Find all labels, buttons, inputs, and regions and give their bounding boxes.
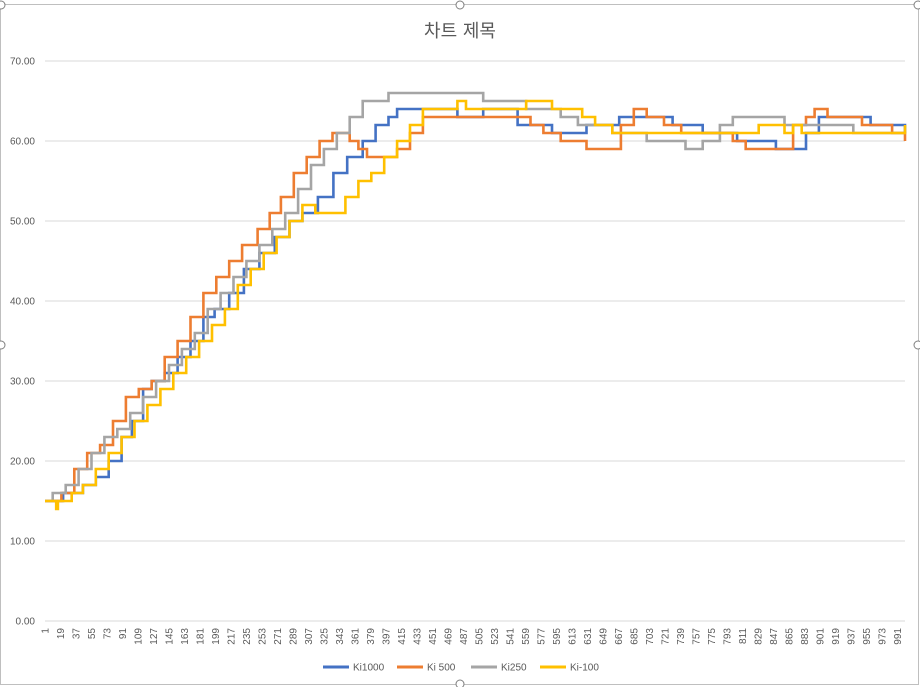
legend-label: Ki-100 <box>570 663 599 674</box>
x-tick-label: 685 <box>629 628 640 645</box>
x-tick-label: 559 <box>521 628 532 645</box>
series-line-ki-500 <box>45 107 907 503</box>
resize-handle[interactable] <box>0 0 6 10</box>
x-tick-label: 1 <box>41 628 52 634</box>
x-tick-label: 955 <box>862 628 873 645</box>
x-tick-label: 829 <box>753 628 764 645</box>
resize-handle[interactable] <box>455 0 465 10</box>
x-tick-label: 739 <box>676 628 687 645</box>
x-tick-label: 397 <box>381 628 392 645</box>
x-tick-label: 451 <box>428 628 439 645</box>
x-tick-label: 577 <box>536 628 547 645</box>
x-tick-label: 775 <box>707 628 718 645</box>
y-tick-label: 10.00 <box>10 537 35 548</box>
y-tick-label: 50.00 <box>10 217 35 228</box>
x-tick-label: 505 <box>474 628 485 645</box>
series-lines <box>45 91 907 511</box>
legend: Ki1000 Ki 500 Ki250 Ki-100 <box>323 663 599 674</box>
x-tick-label: 613 <box>567 628 578 645</box>
y-tick-label: 30.00 <box>10 377 35 388</box>
chart-title: 차트 제목 <box>424 21 496 42</box>
series-line-ki250 <box>45 91 905 503</box>
x-tick-label: 343 <box>335 628 346 645</box>
x-tick-label: 937 <box>846 628 857 645</box>
x-tick-label: 757 <box>691 628 702 645</box>
resize-handle[interactable] <box>455 679 465 687</box>
x-tick-label: 847 <box>769 628 780 645</box>
x-tick-label: 289 <box>288 628 299 645</box>
x-tick-label: 199 <box>211 628 222 645</box>
series-line-ki-100 <box>45 99 907 511</box>
x-tick-label: 793 <box>722 628 733 645</box>
x-tick-label: 721 <box>660 628 671 645</box>
resize-handle[interactable] <box>913 0 920 10</box>
axes: 0.00 10.00 20.00 30.00 40.00 50.00 60.00 70.00 1… <box>10 57 905 645</box>
x-tick-label: 883 <box>800 628 811 645</box>
x-tick-label: 19 <box>56 628 67 640</box>
x-tick-label: 109 <box>133 628 144 645</box>
x-tick-label: 37 <box>71 628 82 640</box>
x-tick-label: 991 <box>893 628 904 645</box>
x-tick-label: 163 <box>180 628 191 645</box>
x-tick-label: 433 <box>412 628 423 645</box>
x-tick-label: 361 <box>350 628 361 645</box>
x-tick-label: 703 <box>645 628 656 645</box>
resize-handle[interactable] <box>0 340 6 350</box>
x-tick-label: 181 <box>195 628 206 645</box>
x-tick-label: 271 <box>273 628 284 645</box>
y-tick-label: 70.00 <box>10 57 35 68</box>
x-tick-label: 127 <box>149 628 160 645</box>
x-tick-label: 973 <box>877 628 888 645</box>
chart-border <box>0 4 919 685</box>
x-tick-label: 379 <box>366 628 377 645</box>
gridlines <box>45 60 905 622</box>
x-tick-label: 919 <box>831 628 842 645</box>
x-tick-label: 865 <box>784 628 795 645</box>
x-tick-label: 811 <box>738 628 749 644</box>
x-tick-label: 523 <box>490 628 501 645</box>
x-tick-label: 55 <box>87 628 98 640</box>
x-tick-label: 91 <box>118 628 129 640</box>
x-tick-label: 325 <box>319 628 330 645</box>
x-tick-label: 541 <box>505 628 516 645</box>
y-tick-label: 40.00 <box>10 297 35 308</box>
x-tick-label: 901 <box>815 628 826 645</box>
x-tick-label: 667 <box>614 628 625 645</box>
x-tick-label: 253 <box>257 628 268 645</box>
x-tick-label: 235 <box>242 628 253 645</box>
series-line-ki1000 <box>45 107 907 503</box>
x-tick-label: 487 <box>459 628 470 645</box>
x-tick-label: 595 <box>552 628 563 645</box>
resize-handle[interactable] <box>913 340 920 350</box>
x-tick-label: 649 <box>598 628 609 645</box>
legend-label: Ki1000 <box>353 663 385 674</box>
x-tick-label: 73 <box>102 628 113 640</box>
x-tick-label: 307 <box>304 628 315 645</box>
x-tick-label: 469 <box>443 628 454 645</box>
x-tick-label: 217 <box>226 628 237 645</box>
y-tick-label: 0.00 <box>16 617 36 628</box>
legend-label: Ki250 <box>501 663 527 674</box>
x-tick-label: 631 <box>583 628 594 645</box>
legend-label: Ki 500 <box>427 663 456 674</box>
x-tick-label: 415 <box>397 628 408 645</box>
y-tick-label: 20.00 <box>10 457 35 468</box>
x-tick-label: 145 <box>164 628 175 645</box>
y-tick-label: 60.00 <box>10 137 35 148</box>
